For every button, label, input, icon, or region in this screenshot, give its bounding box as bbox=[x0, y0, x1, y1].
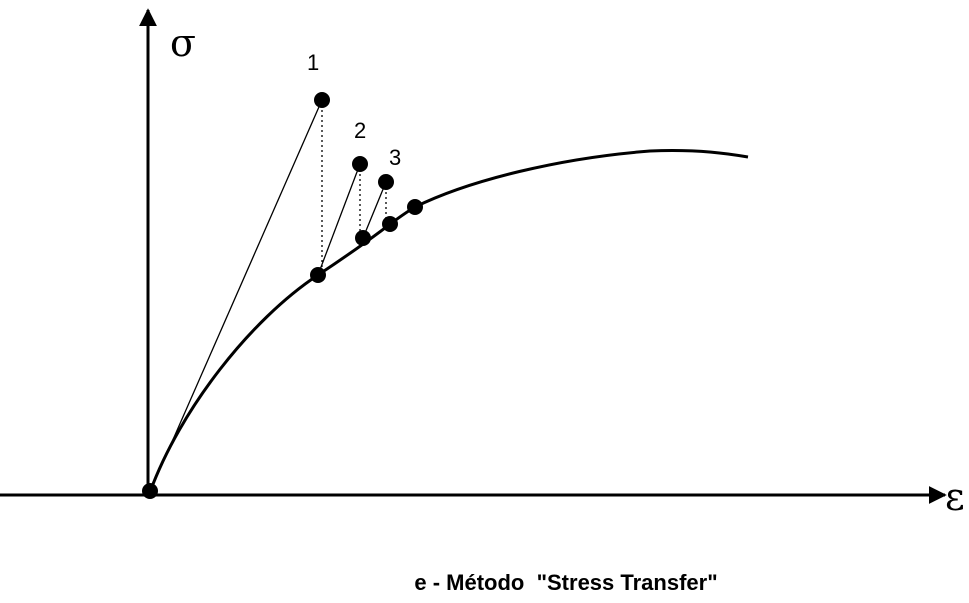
points bbox=[142, 92, 423, 499]
point-label: 3 bbox=[389, 145, 401, 170]
point-label: 1 bbox=[307, 50, 319, 75]
x-axis-label: ε bbox=[945, 475, 965, 519]
curve bbox=[148, 149, 749, 493]
caption: e - Método "Stress Transfer" bbox=[414, 570, 717, 595]
predictor-lines bbox=[149, 99, 387, 493]
point-label: 2 bbox=[354, 118, 366, 143]
y-axis-label: σ bbox=[170, 21, 196, 65]
